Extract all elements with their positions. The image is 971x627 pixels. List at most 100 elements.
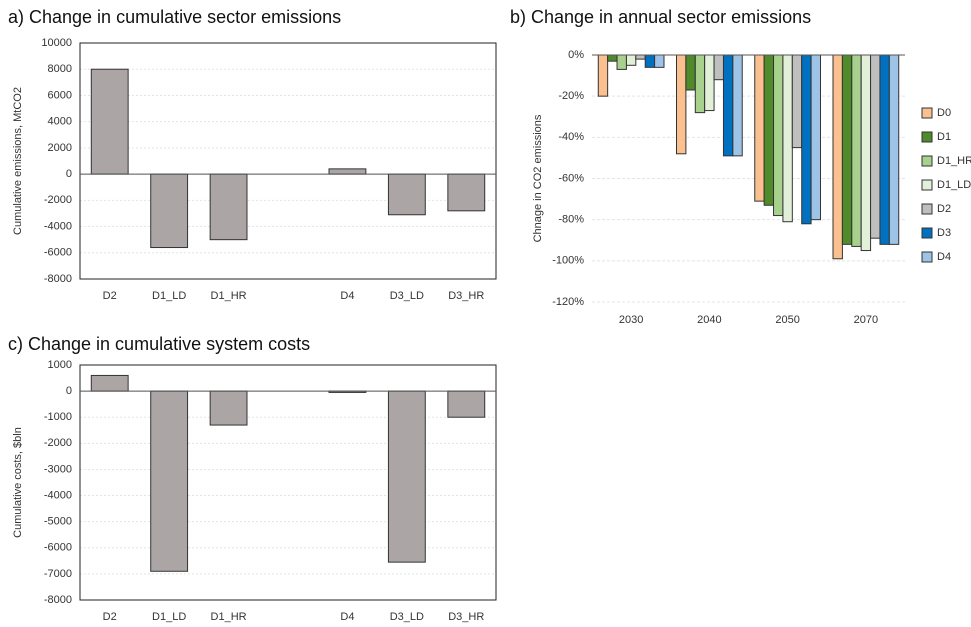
y-tick-label: -2000	[44, 437, 72, 449]
legend-label: D1_HR	[937, 155, 971, 167]
x-tick-label: D3_LD	[390, 611, 424, 623]
bar	[616, 54, 627, 70]
bar	[888, 54, 900, 245]
x-tick-label: D1_HR	[211, 290, 247, 302]
y-tick-label: -2000	[44, 194, 72, 206]
bar	[597, 54, 609, 97]
bar	[387, 390, 426, 563]
bar	[801, 54, 812, 225]
bar	[791, 54, 803, 149]
y-tick-label: -20%	[558, 90, 584, 102]
y-axis-label: Cumulative emissions, MtCO2	[12, 87, 24, 235]
x-tick-label: D3_HR	[448, 611, 484, 623]
bar	[90, 68, 129, 175]
y-tick-label: 2000	[48, 142, 72, 154]
bar	[447, 390, 486, 418]
y-tick-label: -60%	[558, 172, 584, 184]
bar	[644, 54, 656, 68]
legend-swatch	[921, 251, 933, 263]
bar	[685, 54, 696, 91]
y-axis-label: Cumulative costs, $bln	[12, 427, 24, 538]
y-tick-label: -5000	[44, 516, 72, 528]
legend-label: D1	[937, 131, 951, 143]
x-tick-label: D4	[340, 611, 354, 623]
bar	[387, 173, 426, 216]
bar	[773, 54, 784, 217]
legend-label: D1_LD	[937, 179, 971, 191]
y-tick-label: -100%	[552, 255, 584, 267]
bar	[870, 54, 881, 239]
legend-swatch	[921, 107, 933, 119]
y-tick-label: -1000	[44, 411, 72, 423]
y-tick-label: -6000	[44, 542, 72, 554]
bar	[635, 54, 646, 60]
bar	[694, 54, 706, 114]
legend-label: D3	[937, 227, 951, 239]
chart-title: a) Change in cumulative sector emissions	[8, 7, 341, 27]
x-tick-label: 2050	[775, 314, 799, 326]
chart-title: c) Change in cumulative system costs	[8, 334, 310, 354]
x-tick-label: 2040	[697, 314, 721, 326]
bar	[841, 54, 853, 245]
chart-title: b) Change in annual sector emissions	[510, 7, 811, 27]
legend-swatch	[921, 203, 933, 215]
x-tick-label: D3_LD	[390, 290, 424, 302]
bar	[676, 54, 687, 155]
y-tick-label: 0	[66, 168, 72, 180]
bar	[832, 54, 843, 260]
y-tick-label: 1000	[48, 359, 72, 371]
y-tick-label: 0%	[568, 49, 584, 61]
bar	[722, 54, 734, 157]
bar	[810, 54, 821, 221]
y-tick-label: -120%	[552, 296, 584, 308]
x-tick-label: D1_LD	[152, 290, 186, 302]
bar	[607, 54, 618, 62]
bar	[879, 54, 890, 245]
bar	[851, 54, 862, 247]
x-tick-label: 2030	[619, 314, 643, 326]
bar	[704, 54, 715, 112]
bar	[328, 168, 367, 175]
x-tick-label: 2070	[854, 314, 878, 326]
bar	[763, 54, 775, 206]
plot-frame	[79, 42, 497, 280]
legend-label: D0	[937, 107, 951, 119]
bar	[209, 173, 248, 241]
y-tick-label: 8000	[48, 63, 72, 75]
bar	[625, 54, 637, 66]
y-tick-label: 4000	[48, 116, 72, 128]
bar	[860, 54, 872, 252]
legend-label: D4	[937, 251, 951, 263]
legend-label: D2	[937, 203, 951, 215]
x-tick-label: D1_LD	[152, 611, 186, 623]
y-tick-label: -3000	[44, 463, 72, 475]
x-tick-label: D2	[103, 290, 117, 302]
y-tick-label: -4000	[44, 489, 72, 501]
bar	[732, 54, 743, 157]
bar	[150, 173, 189, 249]
bar	[447, 173, 486, 212]
x-tick-label: D4	[340, 290, 354, 302]
x-tick-label: D2	[103, 611, 117, 623]
legend-swatch	[921, 155, 933, 167]
plot-frame	[79, 364, 497, 601]
y-tick-label: -6000	[44, 247, 72, 259]
bar	[209, 390, 248, 426]
bar	[654, 54, 665, 68]
y-tick-label: -7000	[44, 568, 72, 580]
bar	[713, 54, 724, 81]
x-tick-label: D3_HR	[448, 290, 484, 302]
bar	[90, 374, 129, 392]
bar	[754, 54, 765, 202]
bar	[150, 390, 189, 572]
y-axis-label: Chnage in CO2 emissions	[532, 114, 544, 242]
y-tick-label: -4000	[44, 220, 72, 232]
legend-swatch	[921, 227, 933, 239]
x-tick-label: D1_HR	[211, 611, 247, 623]
y-tick-label: 10000	[41, 37, 72, 49]
y-tick-label: -40%	[558, 131, 584, 143]
legend-swatch	[921, 179, 933, 191]
legend-swatch	[921, 131, 933, 143]
y-tick-label: 0	[66, 385, 72, 397]
